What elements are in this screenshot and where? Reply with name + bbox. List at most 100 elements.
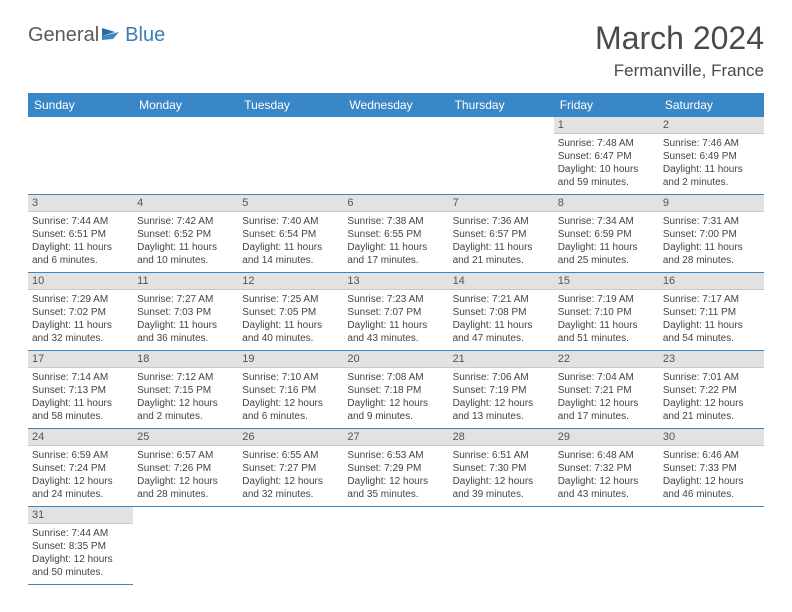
day-number: 8 xyxy=(554,195,659,212)
day-number: 12 xyxy=(238,273,343,290)
day-number: 30 xyxy=(659,429,764,446)
calendar-row: 31Sunrise: 7:44 AMSunset: 8:35 PMDayligh… xyxy=(28,507,764,585)
calendar-day-empty xyxy=(238,117,343,195)
location: Fermanville, France xyxy=(595,61,764,81)
calendar-day: 9Sunrise: 7:31 AMSunset: 7:00 PMDaylight… xyxy=(659,195,764,273)
day-details: Sunrise: 7:06 AMSunset: 7:19 PMDaylight:… xyxy=(449,368,554,428)
day-details: Sunrise: 7:48 AMSunset: 6:47 PMDaylight:… xyxy=(554,134,659,194)
day-details: Sunrise: 7:44 AMSunset: 6:51 PMDaylight:… xyxy=(28,212,133,272)
day-details xyxy=(238,121,343,168)
calendar-day: 16Sunrise: 7:17 AMSunset: 7:11 PMDayligh… xyxy=(659,273,764,351)
calendar-day: 29Sunrise: 6:48 AMSunset: 7:32 PMDayligh… xyxy=(554,429,659,507)
calendar-day: 19Sunrise: 7:10 AMSunset: 7:16 PMDayligh… xyxy=(238,351,343,429)
day-details: Sunrise: 7:08 AMSunset: 7:18 PMDaylight:… xyxy=(343,368,448,428)
day-details: Sunrise: 7:04 AMSunset: 7:21 PMDaylight:… xyxy=(554,368,659,428)
day-details: Sunrise: 6:53 AMSunset: 7:29 PMDaylight:… xyxy=(343,446,448,506)
day-number: 13 xyxy=(343,273,448,290)
calendar-day: 15Sunrise: 7:19 AMSunset: 7:10 PMDayligh… xyxy=(554,273,659,351)
calendar-day-empty xyxy=(343,117,448,195)
calendar-day: 20Sunrise: 7:08 AMSunset: 7:18 PMDayligh… xyxy=(343,351,448,429)
day-details: Sunrise: 7:38 AMSunset: 6:55 PMDaylight:… xyxy=(343,212,448,272)
calendar-day-empty xyxy=(449,507,554,585)
calendar-day: 12Sunrise: 7:25 AMSunset: 7:05 PMDayligh… xyxy=(238,273,343,351)
calendar-day: 10Sunrise: 7:29 AMSunset: 7:02 PMDayligh… xyxy=(28,273,133,351)
calendar-table: SundayMondayTuesdayWednesdayThursdayFrid… xyxy=(28,93,764,585)
calendar-day: 6Sunrise: 7:38 AMSunset: 6:55 PMDaylight… xyxy=(343,195,448,273)
logo-flag-icon xyxy=(101,27,123,45)
calendar-day: 14Sunrise: 7:21 AMSunset: 7:08 PMDayligh… xyxy=(449,273,554,351)
day-number: 16 xyxy=(659,273,764,290)
day-number: 10 xyxy=(28,273,133,290)
day-details: Sunrise: 7:44 AMSunset: 8:35 PMDaylight:… xyxy=(28,524,133,584)
day-number: 2 xyxy=(659,117,764,134)
day-number: 27 xyxy=(343,429,448,446)
day-details: Sunrise: 7:25 AMSunset: 7:05 PMDaylight:… xyxy=(238,290,343,350)
weekday-header: Sunday xyxy=(28,93,133,117)
day-number: 26 xyxy=(238,429,343,446)
day-number: 1 xyxy=(554,117,659,134)
calendar-row: 3Sunrise: 7:44 AMSunset: 6:51 PMDaylight… xyxy=(28,195,764,273)
calendar-day: 30Sunrise: 6:46 AMSunset: 7:33 PMDayligh… xyxy=(659,429,764,507)
weekday-header: Friday xyxy=(554,93,659,117)
day-details: Sunrise: 7:17 AMSunset: 7:11 PMDaylight:… xyxy=(659,290,764,350)
day-details: Sunrise: 6:55 AMSunset: 7:27 PMDaylight:… xyxy=(238,446,343,506)
day-number: 3 xyxy=(28,195,133,212)
day-details: Sunrise: 7:42 AMSunset: 6:52 PMDaylight:… xyxy=(133,212,238,272)
calendar-day: 24Sunrise: 6:59 AMSunset: 7:24 PMDayligh… xyxy=(28,429,133,507)
calendar-day-empty xyxy=(238,507,343,585)
day-details: Sunrise: 7:46 AMSunset: 6:49 PMDaylight:… xyxy=(659,134,764,194)
calendar-day-empty xyxy=(133,117,238,195)
calendar-day: 23Sunrise: 7:01 AMSunset: 7:22 PMDayligh… xyxy=(659,351,764,429)
calendar-day: 3Sunrise: 7:44 AMSunset: 6:51 PMDaylight… xyxy=(28,195,133,273)
day-number: 29 xyxy=(554,429,659,446)
calendar-row: 17Sunrise: 7:14 AMSunset: 7:13 PMDayligh… xyxy=(28,351,764,429)
month-title: March 2024 xyxy=(595,20,764,57)
calendar-row: 24Sunrise: 6:59 AMSunset: 7:24 PMDayligh… xyxy=(28,429,764,507)
calendar-day: 22Sunrise: 7:04 AMSunset: 7:21 PMDayligh… xyxy=(554,351,659,429)
day-details: Sunrise: 7:19 AMSunset: 7:10 PMDaylight:… xyxy=(554,290,659,350)
logo-text-blue: Blue xyxy=(125,24,165,47)
day-number: 23 xyxy=(659,351,764,368)
day-details: Sunrise: 7:31 AMSunset: 7:00 PMDaylight:… xyxy=(659,212,764,272)
day-number: 19 xyxy=(238,351,343,368)
calendar-day: 25Sunrise: 6:57 AMSunset: 7:26 PMDayligh… xyxy=(133,429,238,507)
weekday-header: Tuesday xyxy=(238,93,343,117)
day-details: Sunrise: 6:48 AMSunset: 7:32 PMDaylight:… xyxy=(554,446,659,506)
title-block: March 2024 Fermanville, France xyxy=(595,20,764,81)
calendar-day: 11Sunrise: 7:27 AMSunset: 7:03 PMDayligh… xyxy=(133,273,238,351)
calendar-day: 28Sunrise: 6:51 AMSunset: 7:30 PMDayligh… xyxy=(449,429,554,507)
day-details: Sunrise: 7:01 AMSunset: 7:22 PMDaylight:… xyxy=(659,368,764,428)
day-details: Sunrise: 7:23 AMSunset: 7:07 PMDaylight:… xyxy=(343,290,448,350)
day-details xyxy=(343,121,448,168)
calendar-row: 10Sunrise: 7:29 AMSunset: 7:02 PMDayligh… xyxy=(28,273,764,351)
calendar-day: 18Sunrise: 7:12 AMSunset: 7:15 PMDayligh… xyxy=(133,351,238,429)
day-number: 28 xyxy=(449,429,554,446)
weekday-header: Monday xyxy=(133,93,238,117)
calendar-day: 17Sunrise: 7:14 AMSunset: 7:13 PMDayligh… xyxy=(28,351,133,429)
day-details: Sunrise: 7:10 AMSunset: 7:16 PMDaylight:… xyxy=(238,368,343,428)
day-details xyxy=(449,121,554,168)
day-details: Sunrise: 7:36 AMSunset: 6:57 PMDaylight:… xyxy=(449,212,554,272)
calendar-day: 7Sunrise: 7:36 AMSunset: 6:57 PMDaylight… xyxy=(449,195,554,273)
calendar-day: 13Sunrise: 7:23 AMSunset: 7:07 PMDayligh… xyxy=(343,273,448,351)
day-number: 6 xyxy=(343,195,448,212)
day-details xyxy=(28,121,133,168)
calendar-day: 1Sunrise: 7:48 AMSunset: 6:47 PMDaylight… xyxy=(554,117,659,195)
day-number: 7 xyxy=(449,195,554,212)
header: General Blue March 2024 Fermanville, Fra… xyxy=(28,20,764,81)
logo-text-general: General xyxy=(28,24,99,47)
calendar-row: 1Sunrise: 7:48 AMSunset: 6:47 PMDaylight… xyxy=(28,117,764,195)
calendar-day-empty xyxy=(449,117,554,195)
calendar-day: 21Sunrise: 7:06 AMSunset: 7:19 PMDayligh… xyxy=(449,351,554,429)
weekday-header-row: SundayMondayTuesdayWednesdayThursdayFrid… xyxy=(28,93,764,117)
calendar-day: 4Sunrise: 7:42 AMSunset: 6:52 PMDaylight… xyxy=(133,195,238,273)
day-number: 11 xyxy=(133,273,238,290)
weekday-header: Wednesday xyxy=(343,93,448,117)
day-number: 31 xyxy=(28,507,133,524)
calendar-day: 5Sunrise: 7:40 AMSunset: 6:54 PMDaylight… xyxy=(238,195,343,273)
day-details: Sunrise: 6:51 AMSunset: 7:30 PMDaylight:… xyxy=(449,446,554,506)
calendar-day-empty xyxy=(343,507,448,585)
calendar-day: 31Sunrise: 7:44 AMSunset: 8:35 PMDayligh… xyxy=(28,507,133,585)
day-number: 15 xyxy=(554,273,659,290)
day-number: 5 xyxy=(238,195,343,212)
